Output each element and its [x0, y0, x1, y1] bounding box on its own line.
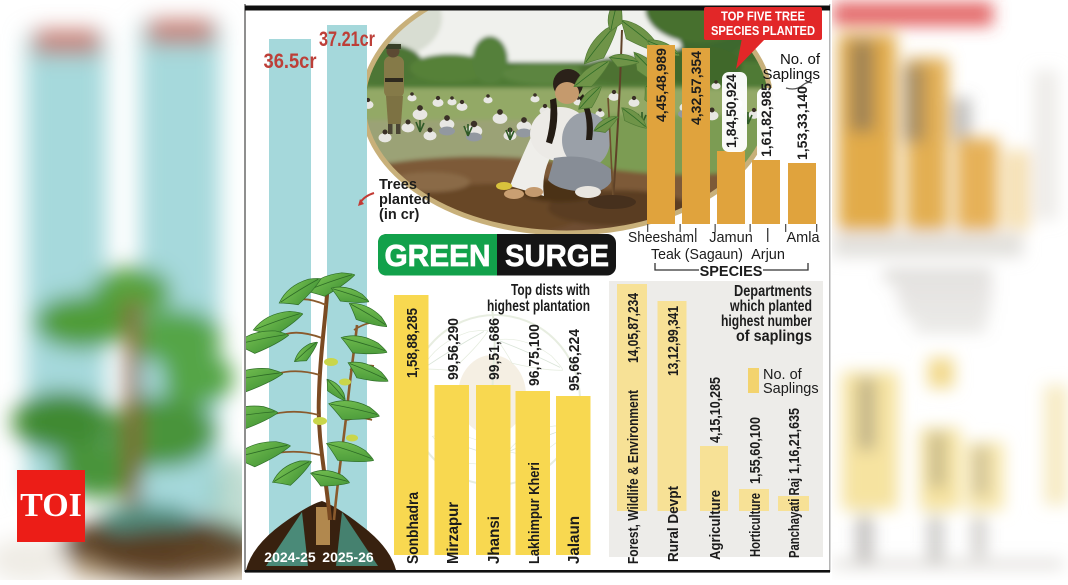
svg-text:Jalaun: Jalaun: [566, 516, 583, 564]
svg-text:(in cr): (in cr): [379, 207, 419, 223]
svg-text:GREEN: GREEN: [385, 238, 491, 273]
svg-text:Lakhimpur Kheri: Lakhimpur Kheri: [527, 462, 543, 564]
svg-text:1,84,50,924: 1,84,50,924: [723, 74, 739, 148]
svg-text:Forest, Wildlife & Environment: Forest, Wildlife & Environment: [625, 390, 642, 564]
svg-text:Departments: Departments: [734, 283, 812, 300]
svg-text:Horticulture: Horticulture: [747, 493, 764, 557]
svg-text:Jamun: Jamun: [709, 230, 753, 246]
svg-text:4,15,10,285: 4,15,10,285: [707, 377, 724, 443]
svg-text:TOP FIVE TREE: TOP FIVE TREE: [721, 10, 805, 24]
svg-text:TOI: TOI: [20, 487, 82, 524]
svg-text:Amla: Amla: [786, 230, 820, 246]
svg-text:No. of: No. of: [763, 367, 803, 383]
svg-text:SPECIES PLANTED: SPECIES PLANTED: [711, 24, 815, 38]
svg-text:Sheesham: Sheesham: [628, 230, 694, 246]
svg-text:2024-25: 2024-25: [264, 549, 316, 565]
svg-text:of saplings: of saplings: [736, 328, 812, 345]
svg-text:13,12,99,341: 13,12,99,341: [665, 306, 682, 376]
svg-text:1,55,60,100: 1,55,60,100: [747, 417, 764, 484]
svg-text:Rural Devpt: Rural Devpt: [665, 486, 682, 562]
svg-text:SPECIES: SPECIES: [700, 264, 763, 280]
svg-text:Panchayati Raj: Panchayati Raj: [786, 478, 803, 558]
svg-text:99,56,290: 99,56,290: [445, 318, 462, 380]
svg-text:1,58,88,285: 1,58,88,285: [404, 308, 421, 378]
svg-text:Sonbhadra: Sonbhadra: [405, 492, 422, 564]
svg-text:4,32,57,354: 4,32,57,354: [688, 51, 704, 125]
svg-text:highest number: highest number: [721, 313, 812, 330]
svg-text:Teak (Sagaun): Teak (Sagaun): [651, 247, 743, 263]
svg-text:37.21cr: 37.21cr: [319, 28, 375, 51]
svg-text:99,51,686: 99,51,686: [486, 318, 503, 380]
svg-text:1,61,82,985: 1,61,82,985: [758, 83, 774, 157]
svg-text:95,66,224: 95,66,224: [566, 328, 583, 391]
svg-text:Agriculture: Agriculture: [707, 490, 724, 560]
svg-text:14,05,87,234: 14,05,87,234: [625, 292, 642, 363]
svg-text:highest plantation: highest plantation: [487, 298, 590, 315]
svg-text:1,53,33,140: 1,53,33,140: [794, 86, 810, 160]
svg-text:Jhansi: Jhansi: [486, 516, 503, 564]
svg-text:which planted: which planted: [729, 298, 812, 315]
svg-text:96,75,100: 96,75,100: [526, 324, 543, 386]
svg-text:Mirzapur: Mirzapur: [445, 502, 462, 564]
svg-text:1,16,21,635: 1,16,21,635: [786, 408, 803, 474]
svg-text:No. of: No. of: [780, 51, 821, 68]
svg-text:Saplings: Saplings: [762, 66, 820, 83]
svg-text:36.5cr: 36.5cr: [264, 50, 317, 73]
svg-text:Trees: Trees: [379, 177, 417, 193]
svg-text:Saplings: Saplings: [763, 381, 819, 397]
svg-text:Top dists with: Top dists with: [511, 282, 590, 299]
svg-text:Arjun: Arjun: [751, 247, 785, 263]
svg-text:4,45,48,989: 4,45,48,989: [653, 48, 669, 122]
svg-text:planted: planted: [379, 192, 431, 208]
svg-text:SURGE: SURGE: [505, 238, 609, 273]
svg-text:2025-26: 2025-26: [322, 549, 374, 565]
